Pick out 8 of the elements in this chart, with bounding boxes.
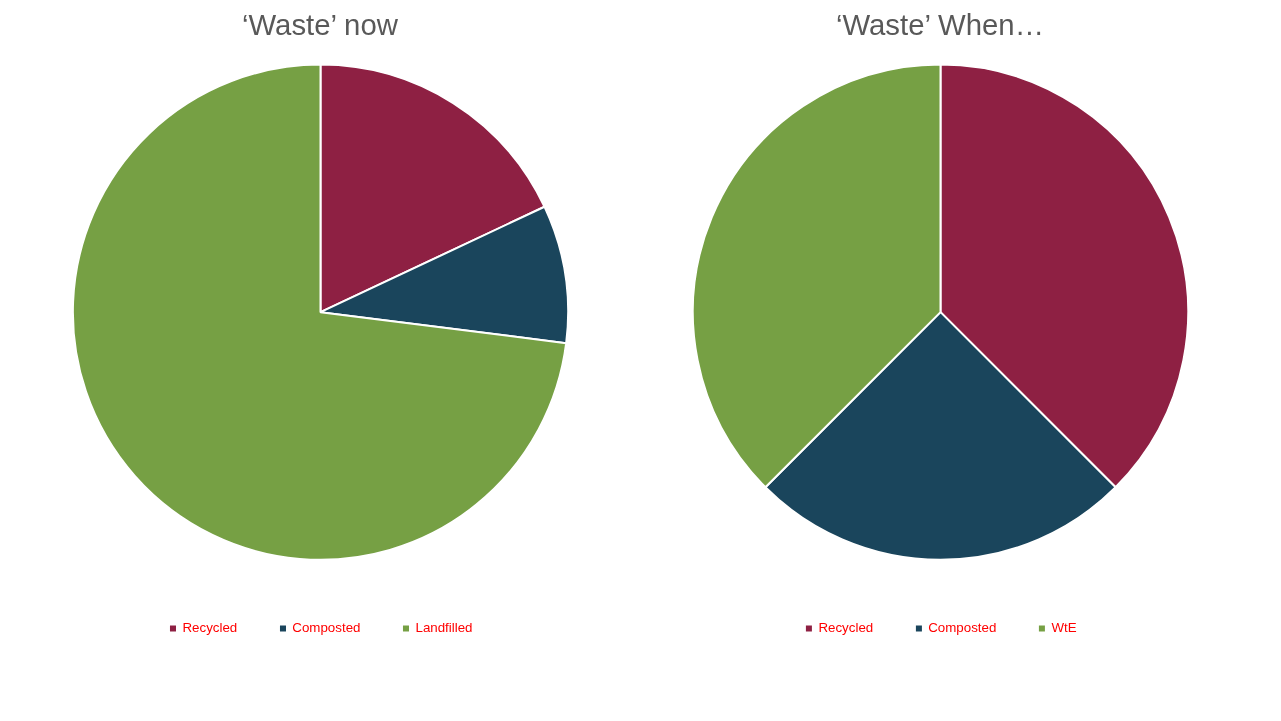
chart-title: ‘Waste’ now [242, 7, 399, 41]
legend-label: Landfilled [415, 620, 473, 635]
legend-label: Recycled [818, 620, 874, 635]
legend-label: Composted [292, 620, 361, 635]
chart-title: ‘Waste’ When… [835, 7, 1044, 41]
legend-label: Recycled [182, 620, 238, 635]
legend-label: Composted [928, 620, 997, 635]
legend-label: WtE [1051, 620, 1077, 635]
